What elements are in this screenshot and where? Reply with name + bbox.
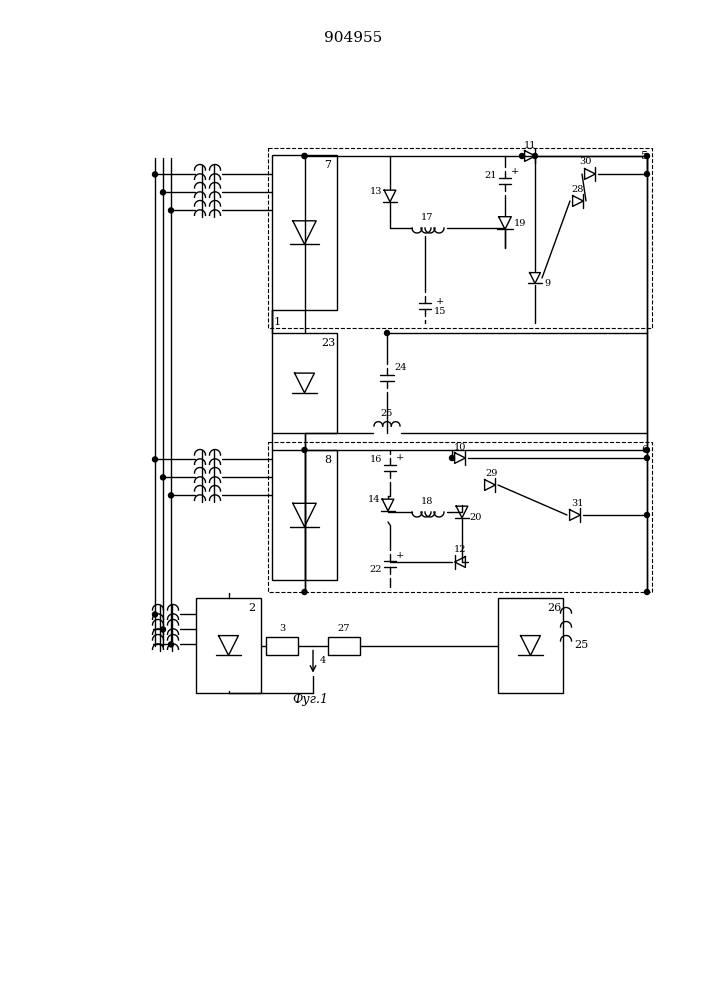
Bar	[498, 598, 563, 693]
Bar	[272, 333, 337, 433]
Circle shape	[302, 589, 307, 594]
Circle shape	[168, 642, 173, 647]
Text: +: +	[511, 166, 519, 176]
Circle shape	[153, 612, 158, 617]
Circle shape	[520, 153, 525, 158]
Circle shape	[302, 448, 307, 452]
Text: 2: 2	[248, 603, 255, 613]
Text: 27: 27	[338, 624, 350, 633]
Circle shape	[160, 190, 165, 195]
Text: 30: 30	[579, 157, 591, 166]
Text: +: +	[396, 454, 404, 462]
Text: 7: 7	[325, 160, 332, 170]
Text: 12: 12	[454, 546, 466, 554]
Circle shape	[645, 448, 650, 452]
Circle shape	[153, 457, 158, 462]
Text: 20: 20	[470, 512, 482, 522]
Circle shape	[168, 208, 173, 213]
Circle shape	[450, 456, 455, 460]
Text: 26: 26	[547, 603, 561, 613]
Text: 14: 14	[368, 495, 380, 504]
Text: 28: 28	[572, 184, 584, 194]
Text: 13: 13	[370, 186, 382, 196]
Text: 15: 15	[434, 306, 446, 316]
Circle shape	[645, 456, 650, 460]
Text: 23: 23	[321, 338, 335, 348]
Text: 5: 5	[641, 151, 648, 161]
Bar	[268, 442, 652, 592]
Bar	[196, 598, 261, 693]
Circle shape	[645, 172, 650, 176]
Text: 1: 1	[274, 317, 281, 327]
Text: 24: 24	[395, 363, 407, 372]
Text: 18: 18	[421, 497, 433, 506]
Text: 4: 4	[320, 656, 326, 665]
Circle shape	[160, 475, 165, 480]
Text: 9: 9	[544, 278, 550, 288]
Circle shape	[302, 153, 307, 158]
Bar	[266, 637, 298, 654]
Text: +: +	[396, 552, 404, 560]
Bar	[272, 155, 337, 310]
Text: 22: 22	[370, 564, 382, 574]
Text: 19: 19	[514, 219, 526, 228]
Text: 17: 17	[421, 214, 433, 223]
Text: 904955: 904955	[324, 31, 382, 45]
Text: +: +	[436, 296, 444, 306]
Circle shape	[160, 627, 165, 632]
Text: 16: 16	[370, 456, 382, 464]
Circle shape	[645, 589, 650, 594]
Circle shape	[385, 330, 390, 336]
Text: 21: 21	[485, 172, 497, 180]
Bar	[328, 637, 360, 654]
Circle shape	[153, 172, 158, 177]
Text: 6: 6	[641, 445, 648, 455]
Circle shape	[302, 153, 307, 158]
Text: 3: 3	[279, 624, 285, 633]
Text: 10: 10	[454, 444, 466, 452]
Text: Фуг.1: Фуг.1	[292, 694, 328, 706]
Bar	[272, 450, 337, 580]
Text: 29: 29	[486, 468, 498, 478]
Circle shape	[645, 153, 650, 158]
Text: 31: 31	[571, 498, 583, 508]
Text: 25: 25	[574, 641, 589, 650]
Bar	[268, 148, 652, 328]
Circle shape	[168, 493, 173, 498]
Text: 11: 11	[524, 141, 536, 150]
Circle shape	[532, 153, 537, 158]
Text: 25: 25	[381, 408, 393, 418]
Circle shape	[645, 512, 650, 518]
Text: 8: 8	[325, 455, 332, 465]
